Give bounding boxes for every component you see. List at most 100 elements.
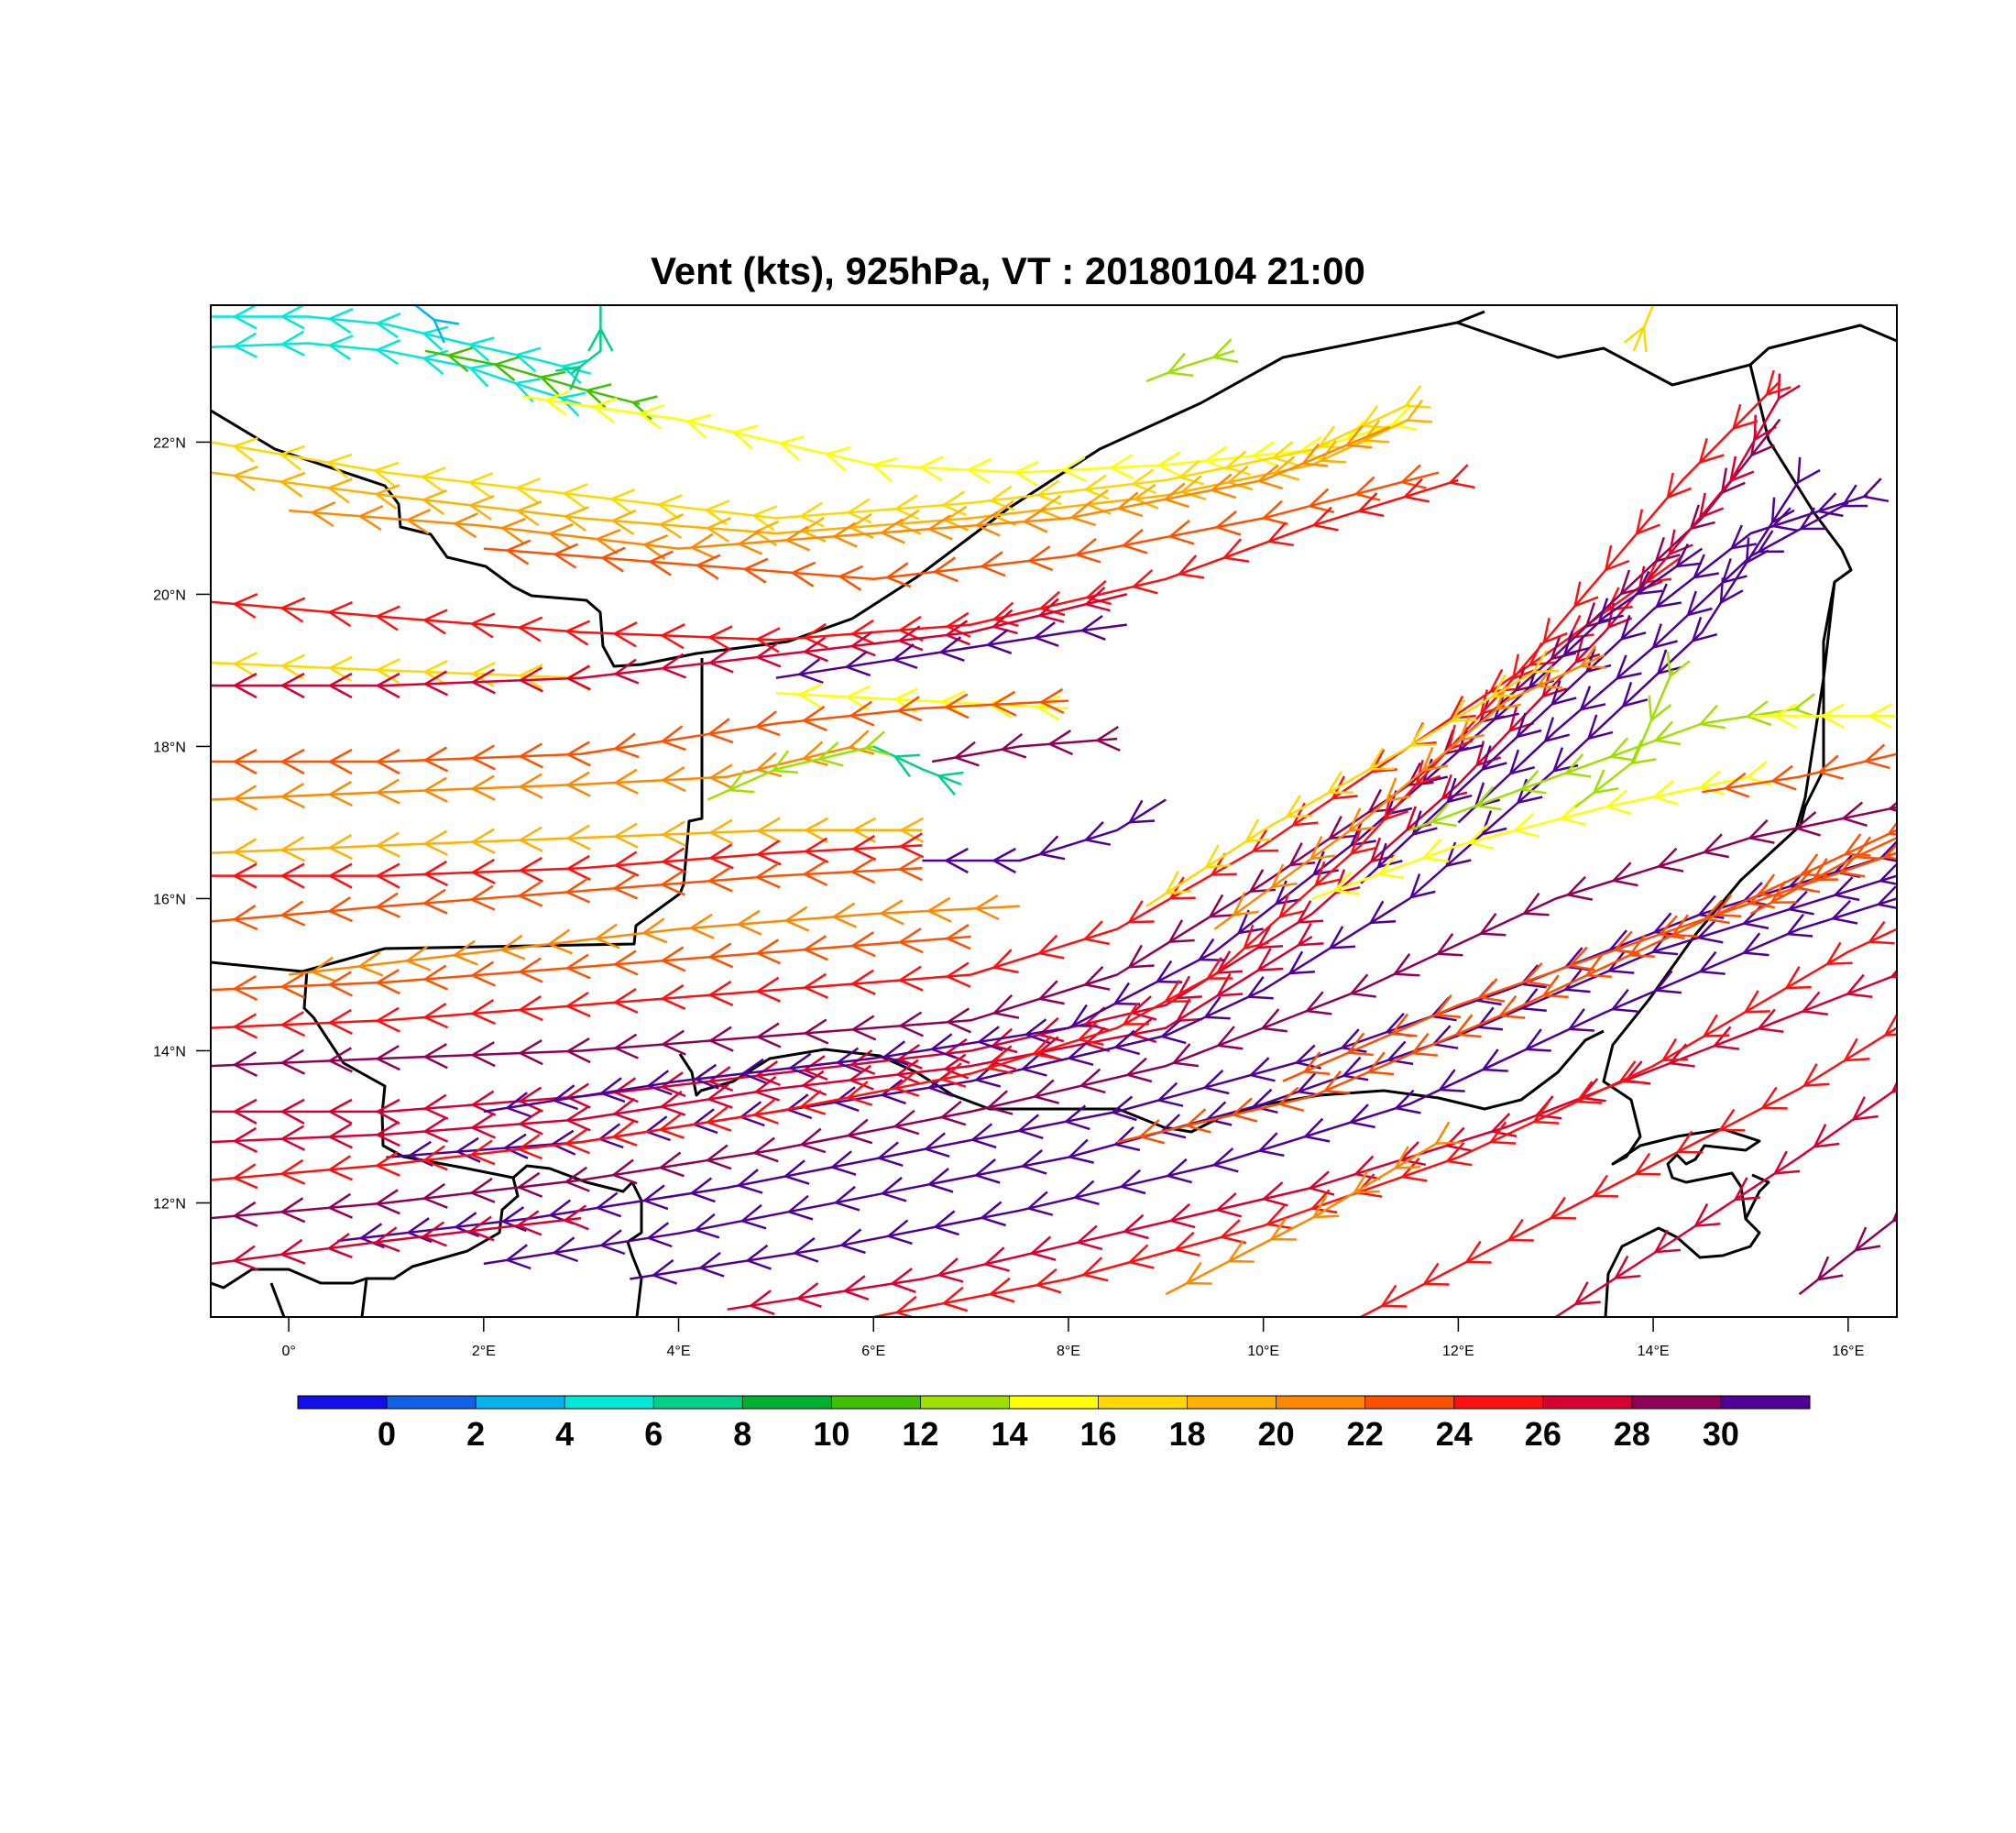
wind-streamlines: [211, 305, 1897, 1317]
wind-arrowhead: [1159, 1018, 1187, 1045]
wind-arrowhead: [1445, 777, 1473, 804]
colorbar-swatch: [1453, 1396, 1544, 1409]
streamline: [872, 927, 1897, 1317]
wind-arrowhead: [660, 766, 686, 793]
wind-arrowhead: [374, 1189, 400, 1215]
wind-arrowhead: [1074, 537, 1101, 564]
wind-arrowhead: [1256, 464, 1284, 490]
wind-arrowhead: [797, 658, 824, 685]
wind-arrowhead: [802, 622, 828, 650]
wind-arrowhead: [1610, 988, 1638, 1013]
wind-arrowhead: [1702, 1014, 1730, 1037]
wind-arrowhead: [375, 831, 400, 858]
wind-arrowhead: [518, 856, 543, 884]
wind-arrowhead: [1408, 723, 1437, 747]
wind-arrowhead: [279, 1125, 306, 1151]
wind-arrowhead: [660, 820, 686, 847]
wind-arrowhead: [232, 672, 257, 699]
wind-arrowhead: [1832, 876, 1860, 902]
wind-arrowhead: [939, 1100, 967, 1126]
border-segment: [1602, 581, 1836, 1317]
wind-arrowhead: [1112, 1029, 1141, 1056]
wind-arrowhead: [327, 307, 354, 335]
wind-arrowhead: [1698, 770, 1726, 796]
wind-arrowhead: [232, 1050, 258, 1078]
wind-arrowhead: [787, 1052, 815, 1079]
wind-arrowhead: [1261, 1181, 1288, 1207]
wind-arrowhead: [1156, 1081, 1184, 1107]
wind-arrowhead: [783, 906, 810, 932]
colorbar-label: 26: [1525, 1415, 1561, 1453]
wind-arrowhead: [327, 672, 353, 699]
wind-arrowhead: [375, 969, 400, 995]
wind-arrowhead: [1696, 895, 1725, 919]
wind-arrowhead: [1567, 946, 1595, 971]
colorbar-label: 6: [644, 1415, 663, 1453]
wind-arrowhead: [279, 1011, 306, 1037]
wind-arrowhead: [232, 748, 257, 775]
wind-arrowhead: [1819, 703, 1846, 730]
wind-arrowhead: [1296, 900, 1324, 924]
wind-arrowhead: [1379, 1284, 1408, 1308]
wind-arrowhead: [1490, 674, 1518, 698]
colorbar-swatch: [1631, 1396, 1722, 1409]
wind-arrowhead: [941, 1286, 969, 1312]
wind-arrowhead: [1507, 1218, 1534, 1242]
wind-arrowhead: [1215, 1026, 1244, 1050]
wind-arrowhead: [1565, 875, 1594, 901]
streamline: [414, 305, 436, 322]
wind-arrowhead: [1519, 964, 1547, 989]
wind-arrowhead: [707, 625, 733, 652]
wind-arrowhead: [375, 1045, 400, 1071]
wind-arrowhead: [1083, 821, 1112, 846]
wind-arrowhead: [327, 780, 353, 807]
wind-arrowhead: [893, 753, 921, 778]
wind-arrowhead: [279, 1048, 306, 1075]
wind-arrowhead: [1248, 1057, 1276, 1082]
wind-arrowhead: [1830, 899, 1858, 925]
wind-arrowhead: [659, 870, 685, 896]
wind-arrowhead: [421, 325, 449, 352]
wind-arrowhead: [991, 609, 1018, 635]
wind-arrowhead: [1112, 982, 1141, 1005]
wind-arrowhead: [965, 457, 992, 484]
wind-arrowhead: [705, 516, 732, 543]
colorbar-swatch: [742, 1396, 832, 1409]
wind-arrowhead: [896, 1043, 923, 1070]
wind-arrowhead: [1403, 385, 1431, 409]
wind-arrowhead: [1656, 649, 1683, 675]
wind-arrowhead: [1651, 623, 1678, 650]
wind-arrowhead: [279, 836, 306, 862]
wind-arrowhead: [612, 822, 639, 849]
wind-arrowhead: [1886, 820, 1897, 836]
wind-arrowhead: [885, 1219, 913, 1246]
wind-arrowhead: [326, 1192, 353, 1219]
wind-arrowhead: [918, 456, 944, 482]
wind-arrowhead: [1606, 949, 1635, 974]
colorbar-swatch: [298, 1396, 388, 1409]
wind-arrowhead: [831, 902, 858, 928]
wind-arrowhead: [1081, 1257, 1109, 1282]
wind-arrowhead: [1729, 524, 1758, 550]
x-tick-label: 6°E: [861, 1344, 885, 1359]
wind-arrowhead: [594, 923, 620, 949]
wind-arrowhead: [704, 499, 730, 526]
x-tick-label: 14°E: [1638, 1344, 1670, 1359]
wind-arrowhead: [595, 1191, 622, 1218]
wind-arrowhead: [611, 873, 639, 900]
wind-arrowhead: [612, 949, 639, 976]
wind-arrowhead: [929, 1033, 957, 1059]
wind-arrowhead: [232, 436, 258, 463]
y-tick-label: 18°N: [153, 740, 186, 755]
wind-arrowhead: [844, 651, 871, 677]
wind-arrowhead: [816, 741, 844, 767]
wind-arrowhead: [837, 565, 864, 591]
wind-arrowhead: [232, 1013, 258, 1039]
border-segment: [512, 1164, 643, 1317]
colorbar-swatch: [1720, 1396, 1811, 1409]
wind-arrowhead: [1540, 672, 1568, 698]
wind-arrowhead: [1845, 973, 1873, 999]
wind-arrowhead: [1562, 969, 1591, 993]
wind-arrowhead: [660, 1029, 686, 1056]
wind-arrowhead: [783, 1159, 810, 1185]
